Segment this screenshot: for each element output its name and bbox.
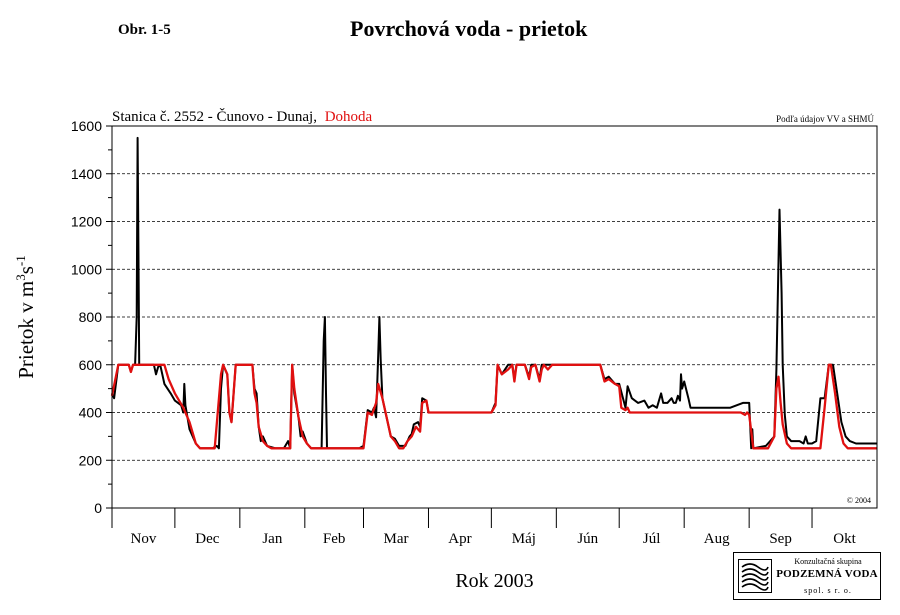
x-axis-month-ticks: Nov Dec Jan Feb Mar Apr Máj Jún Júl Aug Sep Okt (111, 508, 857, 547)
y-tick-label: 1200 (71, 214, 102, 230)
month-label: Jún (577, 531, 598, 547)
y-tick-label: 600 (79, 357, 103, 373)
y-tick-label: 1000 (71, 261, 102, 277)
series-layer (110, 136, 877, 450)
dohoda-discharge-line (110, 363, 877, 450)
logo-line-2: PODZEMNÁ VODA (776, 568, 878, 580)
month-label: Feb (323, 531, 346, 547)
month-label: Dec (195, 531, 219, 547)
x-axis-label: Rok 2003 (455, 570, 533, 592)
y-tick-label: 800 (79, 309, 103, 325)
logo-line-3: spol. s r. o. (804, 586, 852, 595)
figure-title: Povrchová voda - prietok (350, 16, 588, 41)
month-label: Nov (131, 531, 157, 547)
y-label-sup1: 3 (13, 274, 28, 281)
month-label: Aug (704, 531, 730, 547)
copyright-note: © 2004 (847, 496, 871, 505)
grid-lines (112, 173, 877, 461)
month-label: Jan (262, 531, 282, 547)
y-minor-ticks (108, 149, 112, 485)
month-label: Apr (448, 531, 471, 547)
y-tick-label: 1600 (71, 118, 102, 134)
y-tick-label: 1400 (71, 166, 102, 182)
y-tick-label: 400 (79, 405, 103, 421)
month-label: Máj (512, 531, 536, 547)
figure-label: Obr. 1-5 (118, 22, 171, 38)
measured-discharge-line (111, 136, 877, 450)
company-logo: Konzultačná skupina PODZEMNÁ VODA spol. … (733, 552, 881, 600)
y-label-sup2: -1 (13, 255, 28, 266)
dohoda-highlight: Dohoda (325, 109, 373, 125)
source-note: Podľa údajov VV a SHMÚ (776, 114, 874, 124)
y-label-main: Prietok v m (14, 281, 38, 379)
station-subtitle-text: Stanica č. 2552 - Čunovo - Dunaj, (112, 108, 317, 125)
logo-line-1: Konzultačná skupina (794, 557, 862, 566)
plot-frame (111, 125, 878, 509)
y-axis-ticks: 0 200 400 600 800 1000 1200 1400 1600 (71, 118, 112, 516)
station-subtitle: Stanica č. 2552 - Čunovo - Dunaj, Dohoda (112, 108, 373, 125)
y-tick-label: 0 (94, 500, 102, 516)
month-label: Sep (769, 531, 792, 547)
y-label-s: s (14, 266, 38, 274)
month-label: Júl (643, 531, 661, 547)
logo-emblem-icon (738, 559, 772, 593)
month-label: Mar (383, 531, 408, 547)
y-axis-label: Prietok v m3s-1 (13, 255, 38, 379)
y-tick-label: 200 (79, 452, 103, 468)
month-label: Okt (833, 531, 856, 547)
